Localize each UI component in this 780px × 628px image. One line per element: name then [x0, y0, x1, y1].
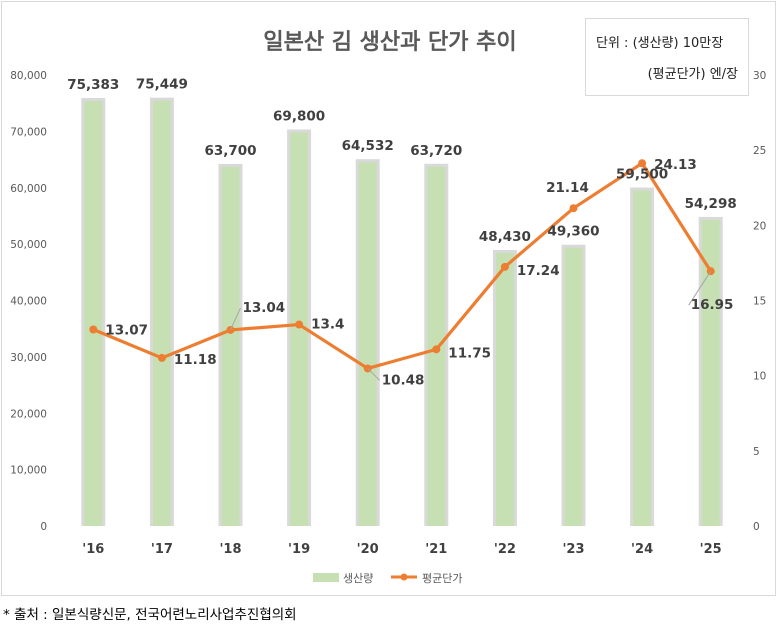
bar	[152, 100, 171, 527]
bar-data-label: 75,449	[136, 77, 188, 93]
legend-bar-label: 생산량	[343, 572, 373, 585]
unit-line-production: 단위 : (생산량) 10만장	[596, 36, 724, 51]
x-tick-label: '18	[219, 542, 241, 557]
line-data-label: 13.4	[311, 317, 344, 333]
label-leader-line	[230, 307, 241, 331]
line-data-label: 17.24	[517, 263, 560, 279]
y-right-tick-label: 30	[753, 70, 766, 82]
legend-bar-swatch	[313, 573, 339, 582]
line-data-labels: 13.07 11.18 13.04 13.4 10.48 11.75 17.24 21.14 2…	[105, 157, 733, 388]
price-marker	[432, 345, 441, 354]
bar	[290, 132, 309, 526]
price-line	[92, 161, 713, 371]
legend: 생산량 평균단가	[313, 572, 462, 585]
price-marker	[638, 159, 647, 168]
y-left-tick-label: 0	[40, 521, 47, 533]
label-leader-line	[688, 270, 712, 306]
x-tick-label: '16	[82, 542, 104, 557]
unit-box: 단위 : (생산량) 10만장 (평균단가) 엔/장	[585, 18, 749, 96]
bar	[84, 101, 103, 527]
y-left-tick-label: 40,000	[10, 296, 47, 308]
x-tick-label: '21	[425, 542, 447, 557]
source-note: * 출처 : 일본식량신문, 전국어련노리사업추진협의회	[3, 607, 297, 623]
line-data-label: 10.48	[382, 372, 425, 388]
y-left-tick-label: 50,000	[10, 239, 47, 251]
bar-data-label: 59,500	[616, 167, 668, 183]
price-marker	[569, 204, 578, 213]
x-tick-label: '22	[494, 542, 516, 557]
line-data-label: 11.18	[174, 352, 217, 368]
bar-data-label: 63,720	[410, 143, 462, 159]
bar-data-label: 54,298	[685, 196, 737, 212]
x-tick-label: '24	[631, 542, 653, 557]
bar-data-labels: 75,383 75,449 63,700 69,800 64,532 63,720 48,4…	[67, 77, 737, 245]
chart-title: 일본산 김 생산과 단가 추이	[263, 30, 516, 55]
bar	[358, 162, 377, 526]
bar	[701, 219, 720, 526]
line-data-label: 16.95	[691, 297, 734, 313]
x-axis-labels: '16 '17 '18 '19 '20 '21 '22 '23 '24 '25	[82, 542, 721, 557]
bar-data-label: 63,700	[204, 143, 256, 159]
y-right-tick-label: 5	[753, 446, 760, 458]
bar-data-label: 69,800	[273, 109, 325, 125]
price-marker	[500, 262, 509, 271]
y-left-tick-label: 20,000	[10, 408, 47, 420]
label-leader-line	[367, 368, 381, 381]
y-left-tick-label: 60,000	[10, 183, 47, 195]
legend-line-marker	[400, 573, 408, 581]
price-marker	[157, 353, 166, 362]
line-data-label: 24.13	[654, 157, 697, 173]
x-tick-label: '25	[700, 542, 722, 557]
bar-data-label: 64,532	[342, 138, 394, 154]
line-data-label: 21.14	[546, 180, 589, 196]
bar-series	[81, 97, 723, 527]
y-left-tick-label: 30,000	[10, 352, 47, 364]
y-right-tick-label: 25	[753, 145, 766, 157]
y-right-tick-label: 15	[753, 296, 766, 308]
bar	[633, 190, 652, 526]
x-tick-label: '20	[357, 542, 379, 557]
y-right-tick-label: 0	[753, 521, 760, 533]
y-right-tick-label: 20	[753, 220, 766, 232]
bar	[564, 247, 583, 526]
y-axis-left: 0 10,000 20,000 30,000 40,000 50,000 60,000 70,…	[10, 70, 47, 533]
y-axis-right: 0 5 10 15 20 25 30	[753, 70, 766, 533]
line-data-label: 11.75	[448, 345, 491, 361]
x-tick-label: '19	[288, 542, 310, 557]
line-data-label: 13.04	[243, 300, 286, 316]
x-tick-label: '17	[151, 542, 173, 557]
x-tick-label: '23	[562, 542, 584, 557]
chart-frame: 일본산 김 생산과 단가 추이 0 10,000 20,000 30,000 40,00…	[1, 1, 776, 596]
bar	[495, 252, 514, 526]
bar	[221, 166, 240, 527]
y-left-tick-label: 70,000	[10, 126, 47, 138]
legend-line-label: 평균단가	[422, 572, 462, 585]
price-marker	[295, 320, 304, 329]
line-data-label: 13.07	[105, 323, 148, 339]
line-series	[89, 159, 715, 373]
y-left-tick-label: 80,000	[10, 70, 47, 82]
bar-data-label: 48,430	[479, 229, 531, 245]
price-marker	[89, 325, 98, 334]
y-left-tick-label: 10,000	[10, 465, 47, 477]
chart-svg: 일본산 김 생산과 단가 추이 0 10,000 20,000 30,000 40,00…	[10, 30, 766, 585]
y-right-tick-label: 10	[753, 371, 766, 383]
unit-line-price: (평균단가) 엔/장	[647, 67, 738, 82]
bar-data-label: 75,383	[67, 77, 119, 93]
bar-data-label: 49,360	[547, 224, 599, 240]
